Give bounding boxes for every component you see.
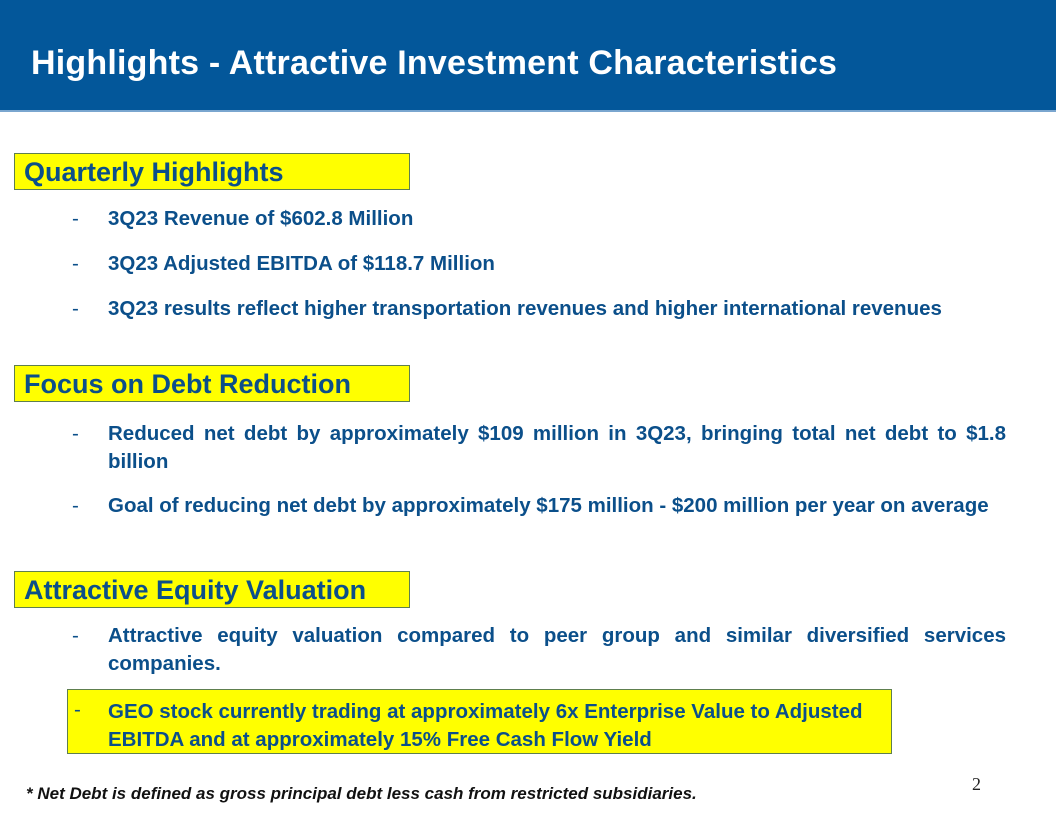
- bullet-item: - Reduced net debt by approximately $109…: [72, 420, 1006, 476]
- dash-bullet-icon: -: [72, 494, 79, 517]
- highlighted-bullet-geo-stock: - GEO stock currently trading at approxi…: [67, 689, 892, 754]
- dash-bullet-icon: -: [72, 422, 79, 445]
- dash-bullet-icon: -: [72, 624, 79, 647]
- dash-bullet-icon: -: [74, 698, 81, 721]
- bullet-text: 3Q23 results reflect higher transportati…: [108, 297, 942, 320]
- bullet-text: 3Q23 Adjusted EBITDA of $118.7 Million: [108, 252, 495, 275]
- bullet-item: - 3Q23 results reflect higher transporta…: [72, 295, 1006, 323]
- bullet-text: Goal of reducing net debt by approximate…: [108, 494, 989, 517]
- bullet-text: Reduced net debt by approximately $109 m…: [108, 422, 1006, 473]
- dash-bullet-icon: -: [72, 252, 79, 275]
- bullet-text: 3Q23 Revenue of $602.8 Million: [108, 207, 414, 230]
- section-heading-quarterly-highlights: Quarterly Highlights: [14, 153, 410, 190]
- bullet-item: - 3Q23 Revenue of $602.8 Million: [72, 205, 1006, 233]
- dash-bullet-icon: -: [72, 297, 79, 320]
- section-heading-debt-reduction: Focus on Debt Reduction: [14, 365, 410, 402]
- footnote: * Net Debt is defined as gross principal…: [26, 784, 697, 803]
- slide-header: Highlights - Attractive Investment Chara…: [0, 0, 1056, 112]
- page-number: 2: [972, 774, 981, 794]
- section-title: Quarterly Highlights: [24, 157, 284, 187]
- bullet-text: GEO stock currently trading at approxima…: [108, 700, 863, 751]
- section-heading-equity-valuation: Attractive Equity Valuation: [14, 571, 410, 608]
- section-title: Attractive Equity Valuation: [24, 575, 367, 605]
- bullet-item: - 3Q23 Adjusted EBITDA of $118.7 Million: [72, 250, 1006, 278]
- section-title: Focus on Debt Reduction: [24, 369, 351, 399]
- slide-title: Highlights - Attractive Investment Chara…: [31, 44, 838, 82]
- dash-bullet-icon: -: [72, 207, 79, 230]
- bullet-item: - Goal of reducing net debt by approxima…: [72, 492, 1006, 520]
- bullet-text: Attractive equity valuation compared to …: [108, 624, 1006, 675]
- bullet-item: - Attractive equity valuation compared t…: [72, 622, 1006, 678]
